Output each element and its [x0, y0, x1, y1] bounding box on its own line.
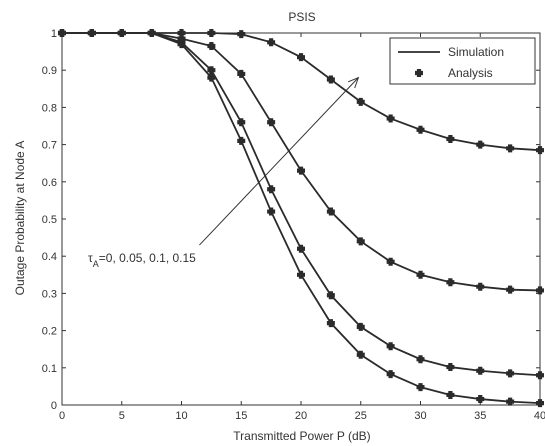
series-point — [207, 66, 216, 75]
legend-box — [389, 37, 536, 85]
series-point — [536, 371, 544, 380]
series-group — [58, 29, 544, 155]
x-tick-label: 10 — [175, 410, 187, 422]
series-point — [237, 69, 246, 78]
series-point — [386, 114, 395, 123]
series-point — [476, 395, 485, 404]
x-tick-label: 40 — [534, 410, 545, 422]
x-tick-label: 15 — [235, 410, 247, 422]
series-point — [267, 207, 276, 216]
series-point — [386, 257, 395, 266]
series-layer — [58, 29, 544, 408]
x-tick-label: 25 — [355, 410, 367, 422]
series-point — [326, 291, 335, 300]
y-axis-label: Outage Probability at Node A — [13, 141, 27, 296]
series-point — [506, 369, 515, 378]
series-point — [446, 278, 455, 287]
series-point — [476, 140, 485, 149]
y-tick-label: 0.6 — [42, 177, 57, 189]
series-point — [476, 282, 485, 291]
series-point — [446, 390, 455, 399]
plot-area: 0 5 10 15 20 25 30 35 40 0 0.1 0.2 0.3 0.4 0.5 0.6 0.7 0.… — [42, 28, 545, 422]
series-point — [386, 342, 395, 351]
series-point — [326, 75, 335, 84]
series-point — [506, 285, 515, 294]
annotation-value-list: =0, 0.05, 0.1, 0.15 — [99, 251, 196, 265]
series-point — [446, 363, 455, 372]
x-tick-label: 5 — [119, 410, 125, 422]
series-point — [58, 29, 66, 37]
series-point — [416, 383, 425, 392]
series-point — [267, 118, 276, 127]
series-point — [117, 29, 126, 37]
annotation-subscript: A — [93, 259, 99, 269]
x-tick-label: 30 — [414, 410, 426, 422]
x-tick-label: 0 — [59, 410, 65, 422]
series-point — [177, 29, 186, 37]
series-point — [416, 355, 425, 364]
series-point — [506, 144, 515, 153]
y-tick-label: 0.8 — [42, 102, 57, 114]
series-point — [267, 185, 276, 194]
series-point — [536, 146, 544, 155]
x-axis-label: Transmitted Power P (dB) — [233, 429, 370, 443]
x-tick-label: 35 — [474, 410, 486, 422]
series-point — [297, 166, 305, 175]
y-tick-label: 0.4 — [42, 251, 57, 263]
series-point — [237, 118, 246, 127]
annotation-text: τA=0, 0.05, 0.1, 0.15 — [88, 251, 196, 269]
series-point — [237, 30, 246, 39]
series-point — [326, 319, 335, 328]
legend: Simulation Analysis — [389, 37, 536, 85]
x-tick-label: 20 — [295, 410, 307, 422]
y-tick-label: 0.2 — [42, 326, 57, 338]
legend-marker-swatch — [415, 69, 423, 77]
series-point — [297, 53, 305, 62]
y-tick-label: 0 — [51, 400, 57, 412]
series-point — [207, 73, 216, 82]
series-point — [356, 350, 365, 359]
series-point — [536, 399, 544, 408]
series-point — [237, 136, 246, 145]
series-point — [267, 38, 276, 47]
series-point — [476, 366, 485, 375]
legend-label-analysis: Analysis — [448, 66, 493, 80]
series-point — [207, 29, 216, 37]
series-point — [386, 370, 395, 379]
y-tick-label: 0.5 — [42, 214, 57, 226]
series-point — [416, 270, 425, 279]
series-point — [87, 29, 96, 37]
series-point — [326, 207, 335, 216]
series-point — [506, 397, 515, 406]
series-point — [416, 125, 425, 134]
y-tick-label: 1 — [51, 28, 57, 40]
y-tick-label: 0.9 — [42, 65, 57, 77]
annotation-arrow-head — [348, 76, 360, 89]
annotation-arrow-line — [199, 77, 359, 246]
annotation-symbol: τ — [88, 251, 93, 265]
series-point — [147, 29, 156, 37]
series-point — [356, 237, 365, 246]
y-tick-label: 0.3 — [42, 288, 57, 300]
legend-label-simulation: Simulation — [448, 45, 504, 59]
series-point — [207, 42, 216, 51]
series-point — [356, 322, 365, 331]
chart-title: PSIS — [288, 10, 315, 24]
series-point — [297, 244, 305, 253]
y-tick-label: 0.7 — [42, 140, 57, 152]
y-tick-label: 0.1 — [42, 363, 57, 375]
series-point — [446, 135, 455, 144]
series-point — [536, 286, 544, 295]
series-point — [297, 270, 305, 279]
series-point — [356, 97, 365, 106]
annotation-layer: τA=0, 0.05, 0.1, 0.15 — [88, 76, 360, 269]
